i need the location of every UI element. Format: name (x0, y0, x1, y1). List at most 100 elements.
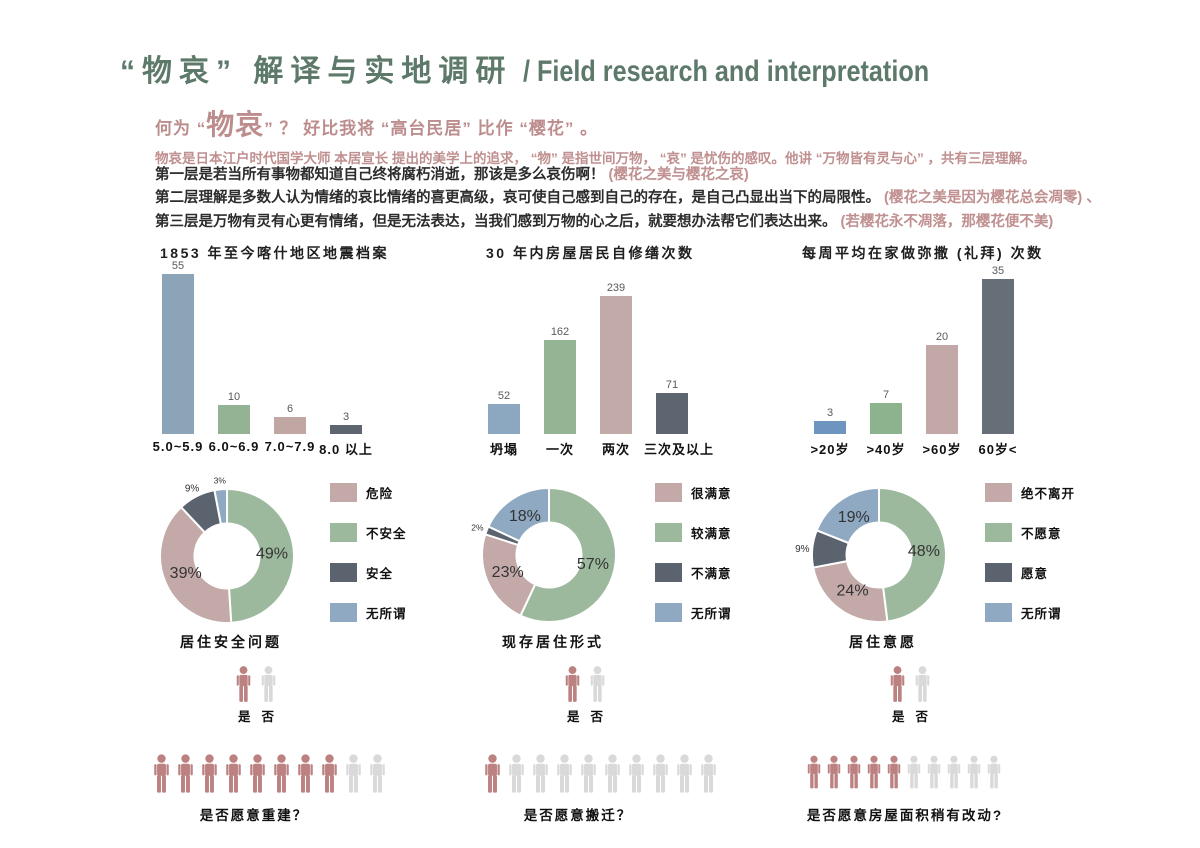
person-yes-icon (236, 666, 251, 702)
legend-item: 绝不离开 (985, 483, 1075, 502)
intro-definition: 物哀是日本江户时代国学大师 本居宣长 提出的美学上的追求， “物” 是指世间万物… (155, 151, 1036, 166)
legend-label: 安全 (366, 567, 394, 581)
person-icon-red (322, 754, 337, 793)
bars-area: 3 7 20 35 (802, 264, 1042, 434)
x-axis-label: 坍塌 (489, 442, 518, 457)
intro-layers: 第一层是若当所有事物都知道自己终将腐朽消逝，那该是多么哀伤啊！ (樱花之美与樱花… (155, 164, 1101, 234)
person-icon-gray (677, 754, 692, 793)
legend-swatch (985, 563, 1012, 582)
bar (488, 404, 520, 434)
donut-legend-1: 危险不安全安全无所谓 (330, 483, 407, 643)
bar-column: 162 (532, 327, 588, 434)
person-icon-gray (987, 755, 1001, 789)
person-icon-gray (557, 754, 572, 793)
x-axis-labels: 5.0~5.9 6.0~6.9 7.0~7.9 8.0 以上 (150, 439, 390, 458)
legend-item: 不满意 (655, 563, 732, 582)
legend-swatch (330, 523, 357, 542)
no-label: 否 (261, 710, 275, 724)
legend-item: 无所谓 (330, 603, 407, 622)
legend-item: 危险 (330, 483, 407, 502)
x-axis-label: >60岁 (922, 442, 962, 457)
x-axis-label: 两次 (601, 442, 630, 457)
pictogram-row-1 (151, 752, 388, 795)
legend-label: 不愿意 (1021, 527, 1062, 541)
intro-layer-text: 第三层是万物有灵有心更有情绪，但是无法表达，当我们感到万物的心之后，就要想办法帮… (155, 213, 837, 230)
bar-column: 35 (970, 266, 1026, 434)
page-title-zh: “物哀” 解译与实地调研 (120, 55, 513, 88)
pictogram-row-question-3: 是否愿意房屋面积稍有改动? (806, 808, 1004, 823)
donut-percent-label: 48% (908, 543, 940, 560)
donut-chart-2: 57% 23% 2% 18% (471, 486, 617, 623)
person-icon-red (202, 754, 217, 793)
bar-column: 52 (476, 391, 532, 434)
donut-percent-label: 3% (214, 475, 227, 485)
pictogram-row-3 (805, 752, 1003, 792)
person-icon-red (887, 755, 901, 789)
person-icon-red (226, 754, 241, 793)
bar-value-label: 52 (497, 390, 511, 402)
legend-label: 绝不离开 (1021, 487, 1076, 501)
x-axis-label: 7.0~7.9 (264, 439, 316, 454)
bar-column: 71 (644, 380, 700, 434)
donut-title-1: 居住安全问题 (180, 634, 282, 650)
page-title-en: / Field research and interpretation (522, 55, 929, 88)
person-icon-gray (581, 754, 596, 793)
bar-chart-title: 每周平均在家做弥撒 (礼拜) 次数 (802, 245, 1044, 261)
legend-label: 不安全 (366, 527, 407, 541)
yesno-icons (888, 666, 933, 702)
intro-layer-1: 第一层是若当所有事物都知道自己终将腐朽消逝，那该是多么哀伤啊！ (樱花之美与樱花… (155, 164, 1101, 187)
donut-segment (815, 486, 880, 545)
donut-segment (481, 533, 537, 617)
donut-title-2: 现存居住形式 (502, 634, 604, 650)
legend-swatch (655, 483, 682, 502)
person-icon-red (178, 754, 193, 793)
donut-segment (159, 505, 233, 624)
intro-question-keyword: 物哀 (206, 109, 265, 140)
legend-swatch (330, 483, 357, 502)
donut-title-3: 居住意愿 (849, 634, 917, 650)
person-no-icon (590, 666, 605, 702)
bar-value-label: 20 (935, 331, 949, 343)
person-icon-gray (629, 754, 644, 793)
person-icon-red (807, 755, 821, 789)
bar-column: 10 (206, 392, 262, 434)
donut-segment (487, 486, 550, 543)
person-icon-red (847, 755, 861, 789)
yes-label: 是 (237, 710, 251, 724)
bar-column: 3 (802, 408, 858, 434)
bar-value-label: 35 (991, 265, 1005, 277)
donut-percent-label: 39% (170, 565, 202, 582)
yesno-icons (563, 666, 608, 702)
legend-swatch (985, 483, 1012, 502)
person-icon-red (274, 754, 289, 793)
bar-column: 6 (262, 404, 318, 434)
intro-question-post: ” ？ 好比我将 “高台民居” 比作 “樱花” 。 (264, 119, 599, 138)
no-label: 否 (915, 710, 929, 724)
bar (330, 425, 362, 434)
bar-column: 3 (318, 412, 374, 434)
person-icon-gray (701, 754, 716, 793)
pictogram-row-question-2: 是否愿意搬迁？ (523, 808, 633, 823)
donut-percent-label: 49% (256, 546, 288, 563)
person-no-icon (261, 666, 276, 702)
intro-layer-text: 第二层理解是多数人认为情绪的哀比情绪的喜更高级，哀可使自己感到自己的存在，是自己… (155, 190, 880, 207)
person-icon-gray (509, 754, 524, 793)
legend-swatch (655, 523, 682, 542)
donut-segment (213, 487, 228, 526)
bar-value-label: 10 (227, 391, 241, 403)
person-icon-gray (907, 755, 921, 789)
bar-column: 7 (858, 390, 914, 434)
yesno-labels: 是否 (563, 706, 608, 725)
legend-item: 无所谓 (985, 603, 1075, 622)
donut-percent-label: 18% (509, 508, 541, 525)
intro-question-pre: 何为 “ (155, 119, 207, 138)
yesno-icons (234, 666, 279, 702)
x-axis-labels: 坍塌 一次 两次 三次及以上 (476, 439, 716, 458)
legend-swatch (330, 603, 357, 622)
bar-value-label: 6 (286, 403, 294, 415)
pictogram-row-2 (482, 752, 719, 795)
donut-percent-label: 24% (837, 582, 869, 599)
bar (274, 417, 306, 434)
bar (656, 393, 688, 434)
